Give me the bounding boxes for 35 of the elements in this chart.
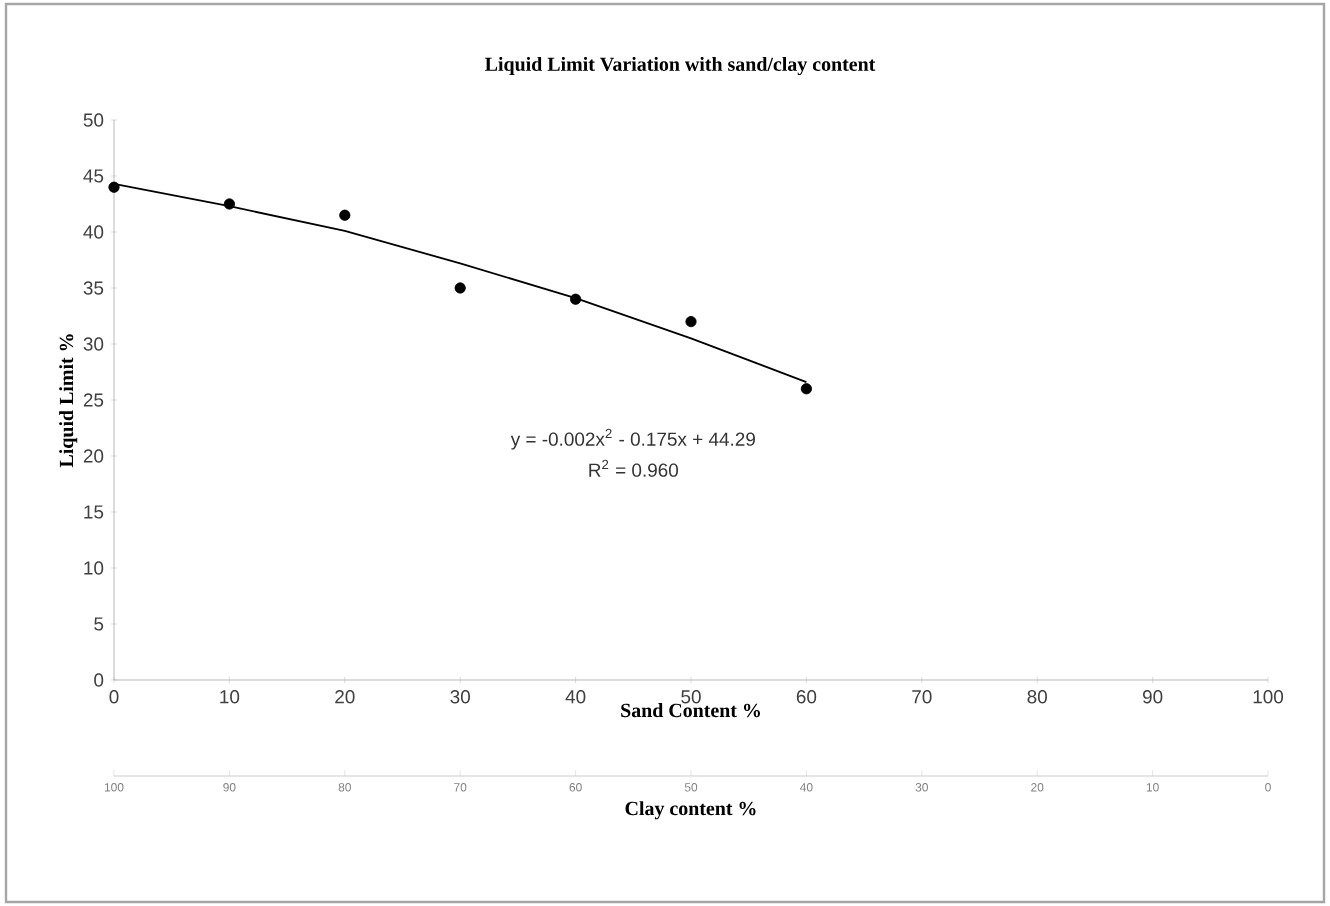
x-tick-label: 30 — [450, 690, 470, 704]
y-tick-label: 25 — [83, 393, 104, 407]
x-tick-label: 50 — [681, 690, 701, 704]
y-tick-label: 45 — [83, 169, 104, 183]
y-tick-label: 10 — [84, 561, 104, 575]
annotation: R$^{2}$ = 0.960 — [589, 459, 679, 477]
y-tick-label: 30 — [83, 337, 104, 351]
y-tick-label: 40 — [83, 225, 104, 239]
x-tick-label: 100 — [1253, 690, 1284, 704]
y-tick-label: 35 — [83, 281, 104, 295]
point — [454, 282, 466, 294]
x-tick-label: 40 — [565, 690, 586, 704]
point — [339, 209, 351, 221]
y-tick-label: 50 — [83, 113, 104, 127]
x-axis-title: Sand Content % — [621, 703, 760, 718]
x-tick-label: 70 — [912, 690, 932, 704]
x-tick-label: 0 — [109, 690, 119, 704]
point — [685, 316, 697, 328]
x2-axis-title: Clay content % — [625, 801, 756, 820]
x-tick-label: 10 — [220, 690, 240, 704]
point — [108, 181, 120, 193]
point — [223, 198, 235, 210]
x-tick-label: 90 — [1142, 690, 1163, 704]
point — [800, 383, 812, 395]
y-tick-label: 20 — [83, 449, 104, 463]
x-tick-label: 60 — [796, 690, 817, 704]
annotation: y = -0.002x$^{2}$ - 0.175x + 44.29 — [510, 428, 755, 450]
x-tick-label: 20 — [335, 690, 355, 704]
x-tick-label: 80 — [1027, 690, 1047, 704]
y-tick-label: 15 — [84, 505, 104, 519]
y-axis-title: Liquid Limit % — [59, 334, 78, 468]
chart-title: Liquid Limit Variation with sand/clay content — [485, 56, 876, 76]
point — [570, 293, 582, 305]
y-tick-label: 5 — [94, 617, 104, 631]
y-tick-label: 0 — [94, 673, 104, 687]
